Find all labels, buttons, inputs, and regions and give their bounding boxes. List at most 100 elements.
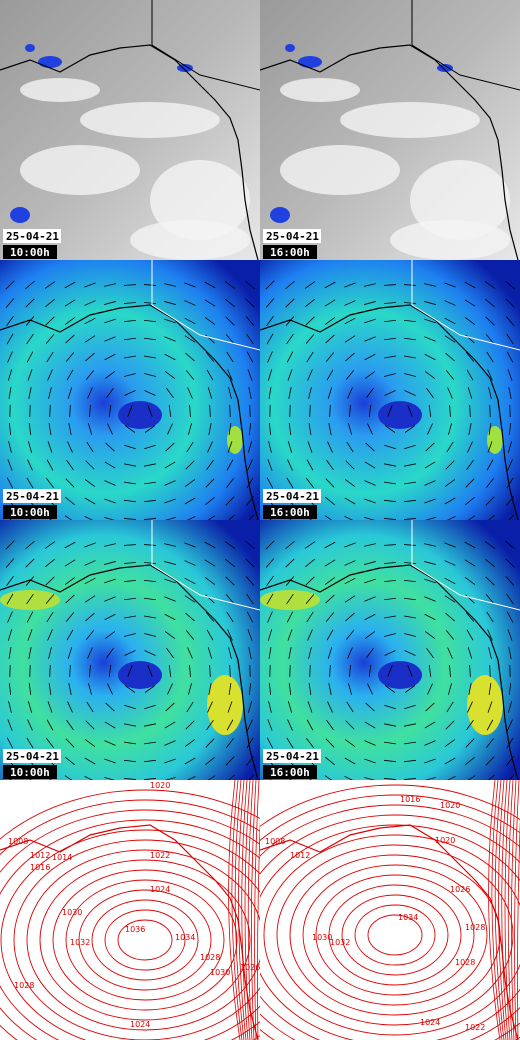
wind-arrow: [85, 370, 95, 380]
wind-arrow: [44, 541, 56, 549]
wind-arrow: [383, 562, 397, 564]
wind-arrow: [64, 299, 76, 307]
wind-arrow: [187, 387, 193, 399]
wind-arrow: [248, 682, 252, 696]
wind-arrow: [344, 300, 356, 306]
wind-arrow: [485, 334, 495, 344]
wind-arrow: [508, 647, 512, 659]
wind-arrow: [306, 459, 314, 471]
wind-arrow: [144, 741, 156, 745]
wind-arrow: [165, 702, 175, 712]
isobar: [263, 834, 520, 1036]
wind-arrow: [26, 477, 34, 489]
isobar: [251, 780, 257, 1040]
isobar: [504, 780, 511, 1040]
wind-arrow: [404, 390, 416, 396]
wind-arrow: [166, 647, 174, 659]
wind-arrow: [123, 759, 137, 763]
wind-arrow: [444, 739, 456, 747]
wind-arrow: [65, 352, 75, 362]
wind-arrow: [106, 387, 114, 399]
wind-arrow: [487, 369, 493, 381]
wind-arrow: [387, 405, 393, 417]
wind-arrow: [124, 723, 136, 727]
wind-bg: [260, 520, 520, 780]
wind-arrow: [245, 298, 255, 308]
wind-arrow: [404, 425, 416, 433]
wind-arrow: [468, 683, 472, 695]
wind-arrow: [447, 647, 453, 659]
wind-arrow: [383, 579, 397, 583]
wind-arrow: [124, 444, 136, 450]
isobar-label: 1034: [175, 933, 195, 942]
wind-arrow: [105, 702, 115, 712]
wind-arrow: [446, 516, 456, 520]
wind-arrow: [328, 423, 332, 435]
wind-arrow: [144, 615, 156, 619]
wind-arrow: [123, 579, 137, 583]
wind-arrow: [246, 593, 254, 605]
wind-arrow: [6, 593, 14, 605]
wind-arrow: [185, 630, 195, 640]
isobar-label: 1014: [52, 853, 72, 862]
isobar: [39, 859, 251, 1021]
wind-arrow: [364, 543, 376, 547]
wind-arrow: [425, 442, 435, 452]
wind-arrow: [485, 496, 495, 506]
coastline: [260, 824, 519, 1040]
wind-arrow: [186, 516, 196, 520]
wind-arrow: [6, 333, 14, 345]
wind-arrow: [305, 316, 315, 326]
wind-arrow: [5, 280, 15, 290]
wind-arrow: [383, 302, 397, 304]
wind-arrow: [424, 561, 436, 565]
wind-arrow: [226, 611, 234, 623]
wind-arrow: [368, 404, 372, 418]
wind-arrow: [485, 298, 495, 308]
precip: [10, 207, 30, 223]
wind-arrow: [265, 298, 275, 308]
isobar: [501, 780, 509, 1040]
wind-arrow: [324, 775, 333, 780]
wind-arrow: [347, 683, 353, 695]
wind-arrow: [444, 542, 456, 548]
wind-arrow: [185, 460, 195, 470]
wind-arrow: [364, 371, 376, 379]
wind-arrow: [327, 441, 333, 453]
wind-arrow: [287, 629, 293, 641]
wind-arrow: [329, 404, 331, 418]
wind-arrow: [487, 701, 493, 713]
wind-arrow: [26, 593, 34, 605]
wind-arrow: [507, 719, 513, 731]
wind-arrow: [467, 701, 473, 713]
wind-arrow: [485, 316, 495, 326]
wind-bg: [0, 260, 260, 520]
wind-arrow: [445, 370, 455, 380]
wind-arrow: [384, 704, 396, 710]
wind-arrow: [505, 558, 515, 568]
wind-arrow: [26, 333, 34, 345]
isobar: [341, 894, 449, 976]
wind-arrow: [424, 283, 436, 287]
wind-arrow: [403, 284, 417, 286]
wind-arrow: [465, 352, 475, 362]
wind-arrow: [444, 317, 456, 325]
wind-arrow: [207, 515, 216, 520]
wind-arrow: [403, 778, 417, 780]
isobar-label: 1032: [330, 938, 350, 947]
wind-arrow: [84, 595, 96, 603]
wind-arrow: [286, 333, 294, 345]
wind-arrow: [384, 650, 396, 656]
wind-arrow: [344, 335, 356, 343]
strong-wind: [207, 675, 243, 735]
wind-arrow: [507, 701, 513, 713]
wind-arrow: [186, 776, 196, 780]
cloud: [280, 78, 360, 102]
wind-arrow: [325, 738, 335, 748]
wind-arrow: [285, 576, 295, 586]
wind-arrow: [488, 647, 492, 659]
wind-arrow: [228, 647, 232, 659]
wind-arrow: [344, 577, 356, 585]
wind-arrow: [267, 719, 273, 731]
wind-arrow: [265, 558, 275, 568]
